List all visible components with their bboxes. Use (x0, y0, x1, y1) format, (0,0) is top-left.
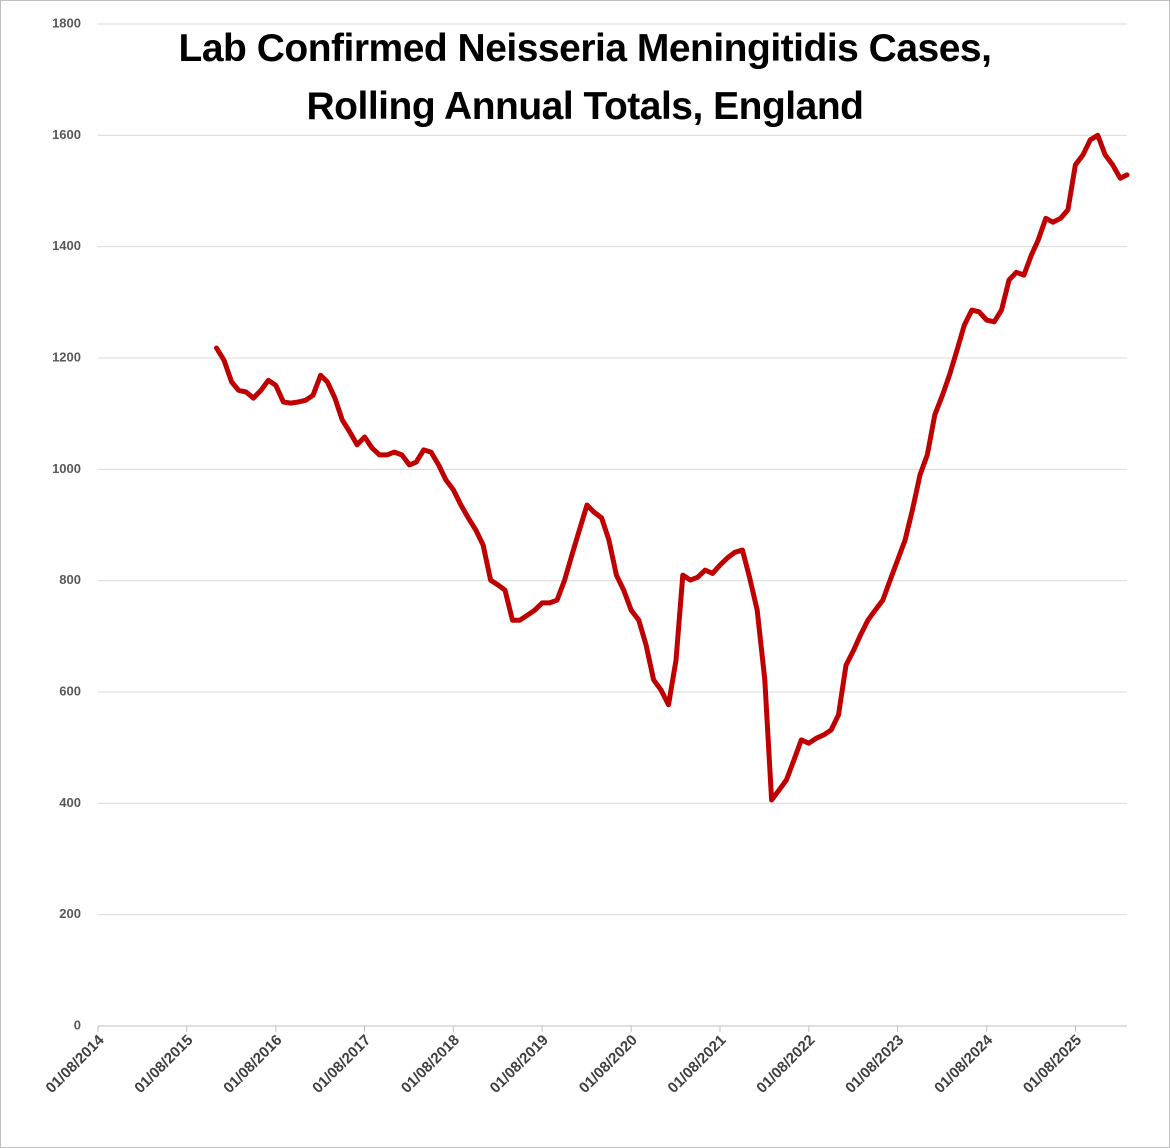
y-tick-label: 400 (59, 795, 81, 810)
y-tick-label: 1000 (52, 461, 81, 476)
x-tick-label: 01/08/2018 (398, 1032, 463, 1097)
x-tick-label: 01/08/2025 (1020, 1032, 1085, 1097)
x-tick-label: 01/08/2020 (576, 1032, 641, 1097)
y-tick-label: 1400 (52, 238, 81, 253)
x-tick-label: 01/08/2016 (220, 1032, 285, 1097)
y-tick-label: 1800 (52, 15, 81, 30)
y-tick-label: 800 (59, 572, 81, 587)
y-tick-label: 1600 (52, 127, 81, 142)
y-tick-label: 200 (59, 906, 81, 921)
data-line (214, 132, 1130, 803)
x-tick-label: 01/08/2022 (753, 1032, 818, 1097)
x-tick-label: 01/08/2024 (931, 1031, 997, 1097)
y-tick-label: 1200 (52, 349, 81, 364)
x-tick-label: 01/08/2019 (487, 1032, 552, 1097)
x-tick-label: 01/08/2017 (309, 1032, 374, 1097)
x-tick-label: 01/08/2023 (842, 1032, 907, 1097)
y-tick-label: 0 (74, 1017, 81, 1032)
x-tick-label: 01/08/2021 (665, 1032, 730, 1097)
x-tick-label: 01/08/2014 (43, 1031, 109, 1097)
y-tick-label: 600 (59, 683, 81, 698)
chart-title: Lab Confirmed Neisseria Meningitidis Cas… (178, 27, 992, 128)
x-tick-label: 01/08/2015 (131, 1032, 196, 1097)
